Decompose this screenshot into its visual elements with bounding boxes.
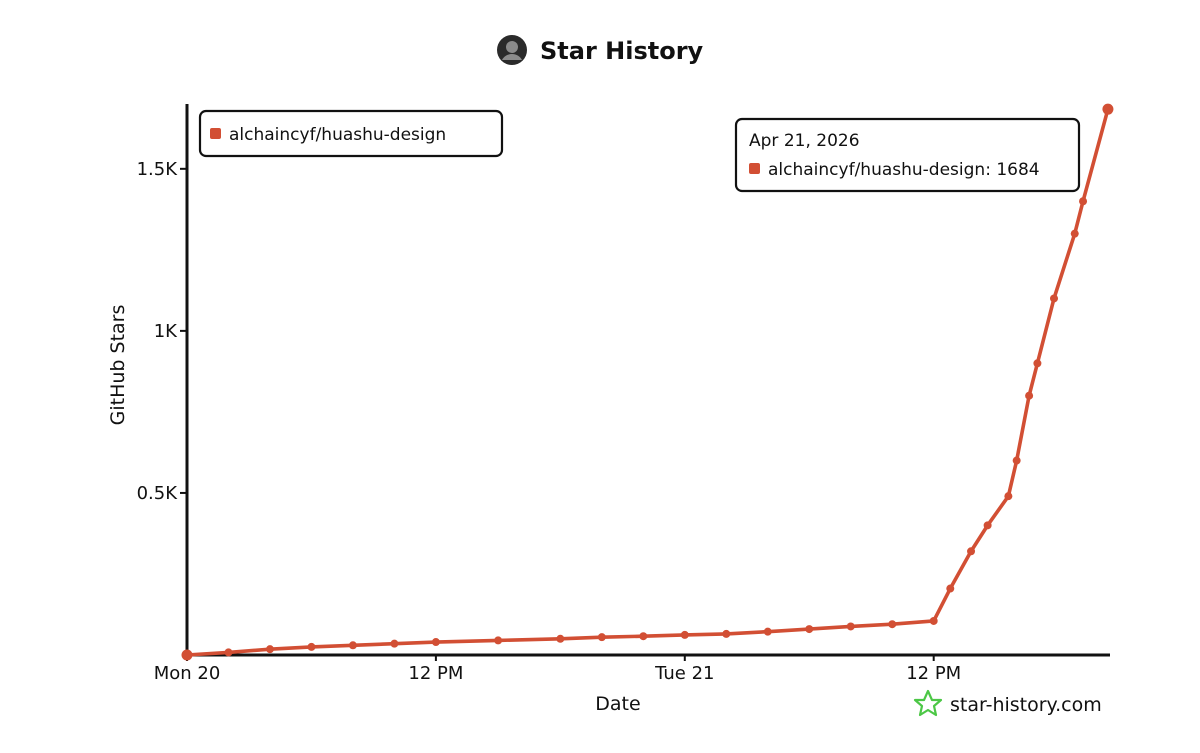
series-point <box>556 634 565 643</box>
series-point <box>1012 456 1021 465</box>
series-points <box>181 103 1114 661</box>
series-point <box>722 629 731 638</box>
series-point <box>390 639 399 648</box>
series-point <box>181 649 193 661</box>
legend-swatch <box>210 128 221 139</box>
tooltip-swatch <box>749 163 760 174</box>
series-point <box>307 642 316 651</box>
series-point <box>348 641 357 650</box>
y-tick-label: 0.5K <box>137 483 179 504</box>
tooltip-box <box>734 117 1081 193</box>
tooltip: Apr 21, 2026 alchaincyf/huashu-design: 1… <box>734 117 1081 193</box>
series-point <box>1102 103 1114 115</box>
series-point <box>946 584 955 593</box>
series-point <box>1070 229 1079 238</box>
x-tick-label: Mon 20 <box>154 663 221 684</box>
series-point <box>1033 359 1042 368</box>
series-point <box>967 547 976 556</box>
axes <box>185 104 1110 657</box>
x-tick-label: 12 PM <box>408 663 463 684</box>
series-layer <box>181 103 1114 661</box>
series-point <box>1025 391 1034 400</box>
legend: alchaincyf/huashu-design <box>198 109 504 158</box>
tooltip-entry: alchaincyf/huashu-design: 1684 <box>768 160 1040 180</box>
footer-brand: star-history.com <box>913 689 1102 717</box>
y-tick-label: 1.5K <box>137 159 179 180</box>
tooltip-date: Apr 21, 2026 <box>749 131 860 151</box>
x-tick-label: 12 PM <box>906 663 961 684</box>
series-point <box>763 627 772 636</box>
series-point <box>494 636 503 645</box>
series-point <box>888 620 897 629</box>
series-point <box>1004 492 1013 501</box>
y-tick-group: 0.5K 1K 1.5K <box>137 159 187 504</box>
series-point <box>431 638 440 647</box>
series-point <box>1079 197 1088 206</box>
legend-box <box>198 109 504 158</box>
series-point <box>639 632 648 641</box>
series-point <box>805 625 814 634</box>
series-point <box>929 616 938 625</box>
x-tick-label: Tue 21 <box>654 663 714 684</box>
x-tick-group: Mon 20 12 PM Tue 21 12 PM <box>154 655 961 684</box>
legend-label: alchaincyf/huashu-design <box>229 125 446 145</box>
series-point <box>265 645 274 654</box>
series-point <box>680 630 689 639</box>
y-tick-label: 1K <box>154 321 178 342</box>
series-point <box>983 521 992 530</box>
series-point <box>1049 294 1058 303</box>
footer-site: star-history.com <box>950 694 1102 716</box>
x-axis-label: Date <box>595 693 640 715</box>
chart-title: Star History <box>540 37 704 65</box>
y-axis-label: GitHub Stars <box>107 305 129 426</box>
series-point <box>846 622 855 631</box>
series-point <box>597 633 606 642</box>
series-point <box>224 648 233 657</box>
avatar-icon <box>497 35 527 65</box>
star-logo-icon <box>913 689 943 717</box>
chart-header: Star History <box>497 35 704 65</box>
